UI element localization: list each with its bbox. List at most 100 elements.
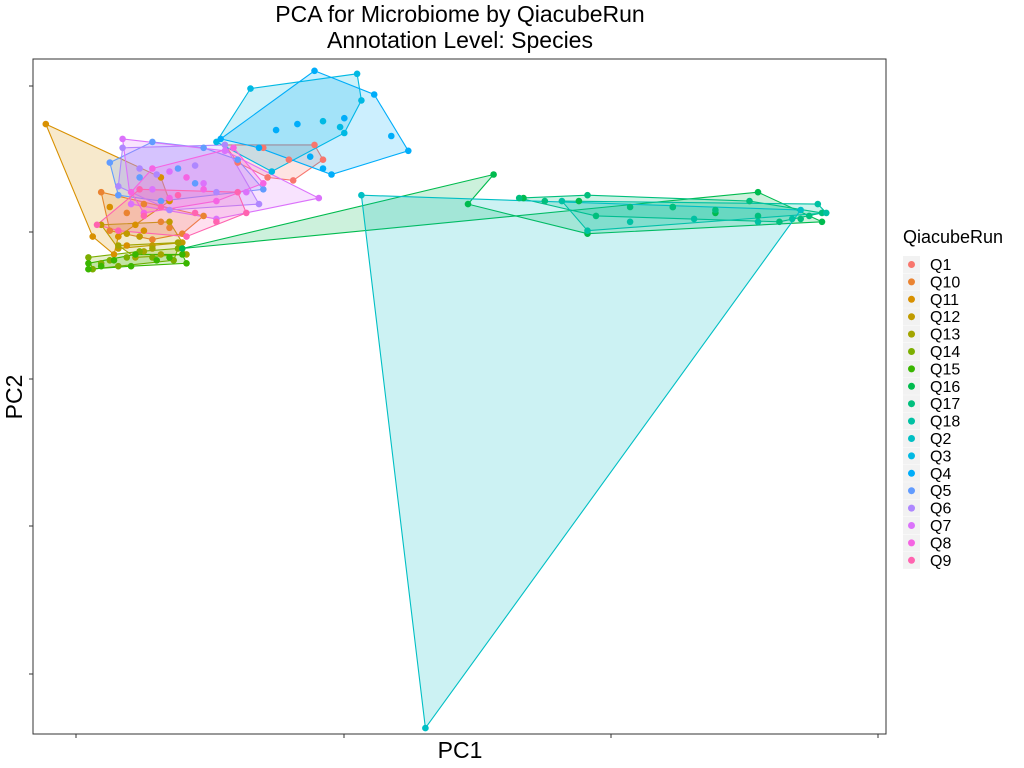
point-Q18-2 [823,209,830,217]
point-Q7-5 [166,168,173,175]
legend-item-Q11: Q11 [903,290,959,309]
legend-key [908,487,915,495]
point-Q5-4 [260,186,267,193]
legend-label: Q3 [930,448,951,465]
point-Q2-1 [797,206,804,214]
point-Q9-8 [140,212,148,220]
point-Q6-5 [153,171,160,178]
legend-key [908,330,915,338]
point-Q6-7 [213,188,220,196]
point-Q14-4 [115,262,122,270]
legend-item-Q14: Q14 [903,343,960,361]
point-Q7-2 [315,194,323,202]
title-block: PCA for Microbiome by QiacubeRun Annotat… [275,1,644,53]
point-Q1-4 [264,174,271,181]
point-layer [42,67,830,732]
point-Q1-2 [319,156,327,163]
point-Q5-6 [115,191,122,199]
axis-ticks [29,85,879,738]
legend-title: QiacubeRun [903,227,1003,247]
point-Q15-1 [132,251,139,258]
point-Q6-8 [136,165,143,172]
point-Q3-0 [247,85,254,92]
point-Q15-4 [127,262,135,270]
point-Q5-1 [149,138,156,146]
point-Q11-0 [42,120,50,128]
point-Q17-7 [626,203,634,211]
point-Q6-1 [221,141,229,149]
point-Q9-9 [213,218,220,226]
point-Q15-7 [110,257,118,264]
point-Q4-8 [319,165,327,172]
point-Q9-1 [136,186,143,193]
legend-key [908,539,915,547]
legend-item-Q12: Q12 [903,308,960,326]
point-Q1-3 [289,177,297,184]
point-Q4-3 [328,171,335,178]
legend-item-Q10: Q10 [903,273,960,291]
point-Q4-9 [388,132,395,140]
point-Q1-1 [311,141,318,149]
point-Q7-6 [200,180,207,187]
point-Q7-0 [119,135,126,143]
point-Q4-0 [311,67,318,75]
point-Q13-1 [174,239,182,246]
y-axis-title: PC2 [1,375,27,420]
point-Q16-2 [464,200,472,208]
point-Q11-5 [89,233,96,240]
point-Q4-11 [306,153,314,160]
legend-label: Q7 [930,518,951,535]
point-Q10-6 [157,218,165,226]
point-Q3-6 [319,117,327,125]
legend-label: Q16 [930,379,960,396]
point-Q18-3 [584,227,591,234]
point-Q9-4 [183,233,190,240]
chart-title: PCA for Microbiome by QiacubeRun [275,1,644,27]
point-Q4-10 [272,126,280,134]
point-Q4-5 [217,135,224,143]
point-Q5-0 [106,159,114,166]
point-Q3-3 [341,129,348,137]
point-Q4-4 [255,144,263,152]
point-Q11-7 [132,221,139,229]
legend-item-Q13: Q13 [903,325,960,344]
point-Q14-0 [85,254,92,261]
point-Q2-0 [358,191,365,199]
point-Q8-5 [127,188,135,196]
legend-key [908,504,915,512]
point-Q3-4 [268,168,276,175]
point-Q17-10 [754,212,762,220]
point-Q16-0 [179,245,186,252]
point-Q15-0 [85,260,92,267]
legend-item-Q2: Q2 [903,430,951,448]
point-Q5-2 [200,144,207,152]
legend-label: Q14 [930,344,960,361]
point-Q2-2 [422,724,429,732]
point-Q18-7 [788,215,796,223]
point-Q9-7 [191,209,199,217]
point-Q5-8 [191,180,199,187]
legend-key [908,278,915,286]
point-Q15-5 [85,265,92,273]
point-Q8-8 [166,194,173,202]
point-Q4-1 [370,91,378,98]
point-Q6-4 [115,183,122,190]
point-Q11-4 [110,251,118,258]
legend-key [908,452,915,460]
chart-subtitle: Annotation Level: Species [327,27,593,53]
point-Q16-5 [754,188,762,196]
point-Q10-4 [106,227,114,234]
point-Q9-3 [243,209,250,217]
point-Q9-10 [174,191,182,199]
legend-key [908,295,915,303]
point-Q18-6 [754,218,762,226]
point-Q17-12 [805,212,813,220]
point-Q9-6 [157,203,165,211]
point-Q8-1 [230,144,237,152]
point-Q5-5 [157,197,165,205]
point-Q13-4 [149,245,156,252]
point-Q12-6 [123,230,131,237]
legend-label: Q6 [930,501,951,518]
point-Q16-7 [575,197,583,205]
legend-key [908,348,915,355]
